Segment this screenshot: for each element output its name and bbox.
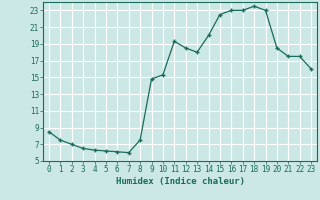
X-axis label: Humidex (Indice chaleur): Humidex (Indice chaleur) — [116, 177, 244, 186]
